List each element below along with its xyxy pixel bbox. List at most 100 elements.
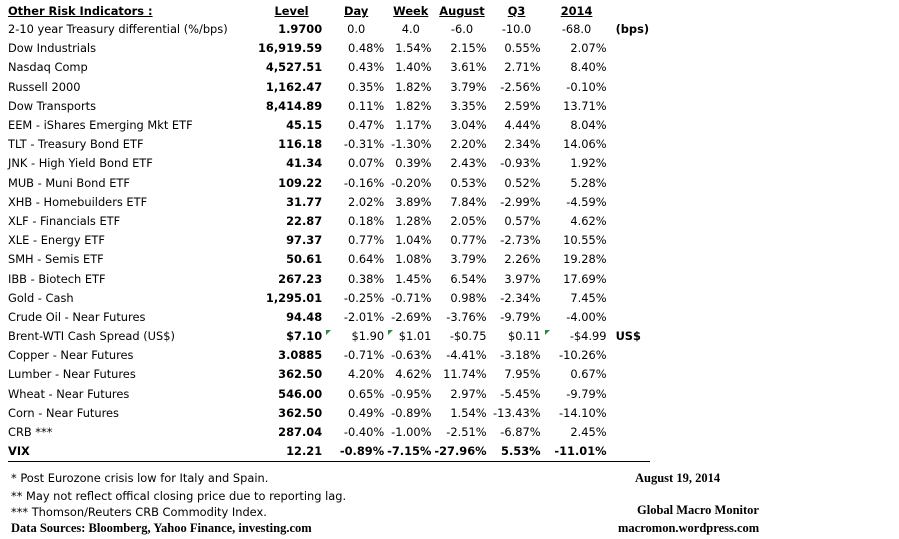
week-change: 1.28% (395, 213, 432, 228)
level-value: 362.50 (278, 367, 323, 382)
unit-label (610, 269, 650, 288)
level-value: 1,295.01 (265, 290, 323, 305)
indicator-name: MUB - Muni Bond ETF (8, 175, 130, 190)
indicator-name: XHB - Homebuilders ETF (8, 194, 148, 209)
level-value: 1,162.47 (265, 79, 323, 94)
unit-label (610, 97, 650, 116)
indicator-name: Brent-WTI Cash Spread (US$) (8, 329, 175, 344)
week-change: -1.30% (391, 137, 432, 152)
week-change-cell: $1.01 (387, 327, 434, 346)
august-change: 3.61% (450, 60, 487, 75)
day-change: -2.01% (343, 309, 385, 324)
ytd-2014-change-cell: -$4.99 (544, 327, 610, 346)
header-week: Week (393, 4, 429, 18)
august-change: -27.96% (434, 442, 490, 463)
august-change: 3.79% (450, 79, 487, 94)
ytd-2014-change: 13.71% (563, 98, 607, 113)
day-change: 4.20% (347, 367, 385, 382)
day-change: 0.11% (347, 98, 385, 113)
day-change: -0.25% (343, 290, 385, 305)
table-row: JNK - High Yield Bond ETF 41.34 0.07% 0.… (8, 154, 650, 173)
indicator-name: SMH - Semis ETF (8, 252, 104, 267)
level-value: 31.77 (286, 194, 323, 209)
table-row: Russell 2000 1,162.47 0.35% 1.82% 3.79% … (8, 78, 650, 97)
week-change: 1.17% (395, 118, 432, 133)
week-change: 3.89% (395, 194, 432, 209)
ytd-2014-change: -0.10% (566, 79, 607, 94)
week-change: $1.01 (398, 329, 432, 344)
unit-label: US$ (615, 329, 641, 344)
indicator-name: Dow Transports (8, 98, 97, 113)
data-sources: Data Sources: Bloomberg, Yahoo Finance, … (11, 521, 312, 535)
day-change: -0.31% (343, 137, 385, 152)
level-value: 4,527.51 (265, 60, 323, 75)
indicator-name: XLE - Energy ETF (8, 233, 105, 248)
table-row: Crude Oil - Near Futures 94.48 -2.01% -2… (8, 308, 650, 327)
q3-change: -13.43% (493, 405, 541, 420)
day-change: 0.07% (347, 156, 385, 171)
table-row: XLF - Financials ETF 22.87 0.18% 1.28% 2… (8, 212, 650, 231)
ytd-2014-change: -$4.99 (569, 329, 607, 344)
week-change: -0.95% (391, 386, 432, 401)
ytd-2014-change: -68.0 (561, 22, 592, 37)
table-row: VIX 12.21 -0.89% -7.15% -27.96% 5.53% -1… (8, 442, 650, 463)
day-change: 0.18% (347, 213, 385, 228)
table-row: Brent-WTI Cash Spread (US$) $7.10 $1.90 … (8, 327, 650, 346)
unit-label (610, 346, 650, 365)
table-row: IBB - Biotech ETF 267.23 0.38% 1.45% 6.5… (8, 269, 650, 288)
indicator-name: TLT - Treasury Bond ETF (8, 137, 144, 152)
table-row: Dow Industrials 16,919.59 0.48% 1.54% 2.… (8, 39, 650, 58)
day-change: -0.16% (343, 175, 385, 190)
august-change: 0.53% (450, 175, 487, 190)
indicator-name: EEM - iShares Emerging Mkt ETF (8, 118, 193, 133)
level-value: 546.00 (278, 386, 323, 401)
level-value: 97.37 (286, 233, 323, 248)
ytd-2014-change: -9.79% (566, 386, 607, 401)
indicator-name: Corn - Near Futures (8, 405, 119, 420)
level-value: 116.18 (278, 137, 323, 152)
ytd-2014-change: -4.00% (566, 309, 607, 324)
q3-change: -5.45% (500, 386, 541, 401)
table-row: MUB - Muni Bond ETF 109.22 -0.16% -0.20%… (8, 174, 650, 193)
ytd-2014-change: 14.06% (563, 137, 607, 152)
week-change: 1.82% (395, 98, 432, 113)
header-day: Day (344, 4, 369, 18)
week-change: 1.04% (395, 233, 432, 248)
august-change: 3.79% (450, 252, 487, 267)
indicator-name: CRB *** (8, 425, 53, 440)
week-change: -0.20% (391, 175, 432, 190)
day-change: -0.71% (343, 348, 385, 363)
table-row: Dow Transports 8,414.89 0.11% 1.82% 3.35… (8, 97, 650, 116)
level-value: 267.23 (278, 271, 323, 286)
week-change: 1.82% (395, 79, 432, 94)
q3-change: -10.0 (501, 22, 532, 37)
ytd-2014-change: 8.04% (570, 118, 607, 133)
unit-label: (bps) (615, 22, 650, 37)
day-change: 0.48% (347, 41, 385, 56)
day-change: -0.89% (325, 442, 388, 463)
q3-change: -6.87% (500, 425, 541, 440)
august-change: 7.84% (450, 194, 487, 209)
august-change: 3.35% (450, 98, 487, 113)
indicator-name: XLF - Financials ETF (8, 213, 121, 228)
august-change: -2.51% (446, 425, 487, 440)
indicator-name: Dow Industrials (8, 41, 97, 56)
day-change: 0.35% (347, 79, 385, 94)
week-change: -7.15% (387, 442, 435, 463)
august-change: 2.97% (450, 386, 487, 401)
august-change: -4.41% (446, 348, 487, 363)
indicator-name: VIX (8, 442, 258, 463)
q3-change: -2.73% (500, 233, 541, 248)
day-change: 0.0 (347, 22, 366, 37)
q3-change: 3.97% (504, 271, 541, 286)
table-row: Copper - Near Futures 3.0885 -0.71% -0.6… (8, 346, 650, 365)
table-row: XHB - Homebuilders ETF 31.77 2.02% 3.89%… (8, 193, 650, 212)
unit-label (610, 365, 650, 384)
day-change: 0.38% (347, 271, 385, 286)
level-value: 50.61 (286, 252, 323, 267)
unit-label (610, 212, 650, 231)
august-change: 1.54% (450, 405, 487, 420)
table-row: 2-10 year Treasury differential (%/bps) … (8, 20, 650, 39)
indicator-name: Copper - Near Futures (8, 348, 134, 363)
table-body: 2-10 year Treasury differential (%/bps) … (8, 20, 650, 463)
